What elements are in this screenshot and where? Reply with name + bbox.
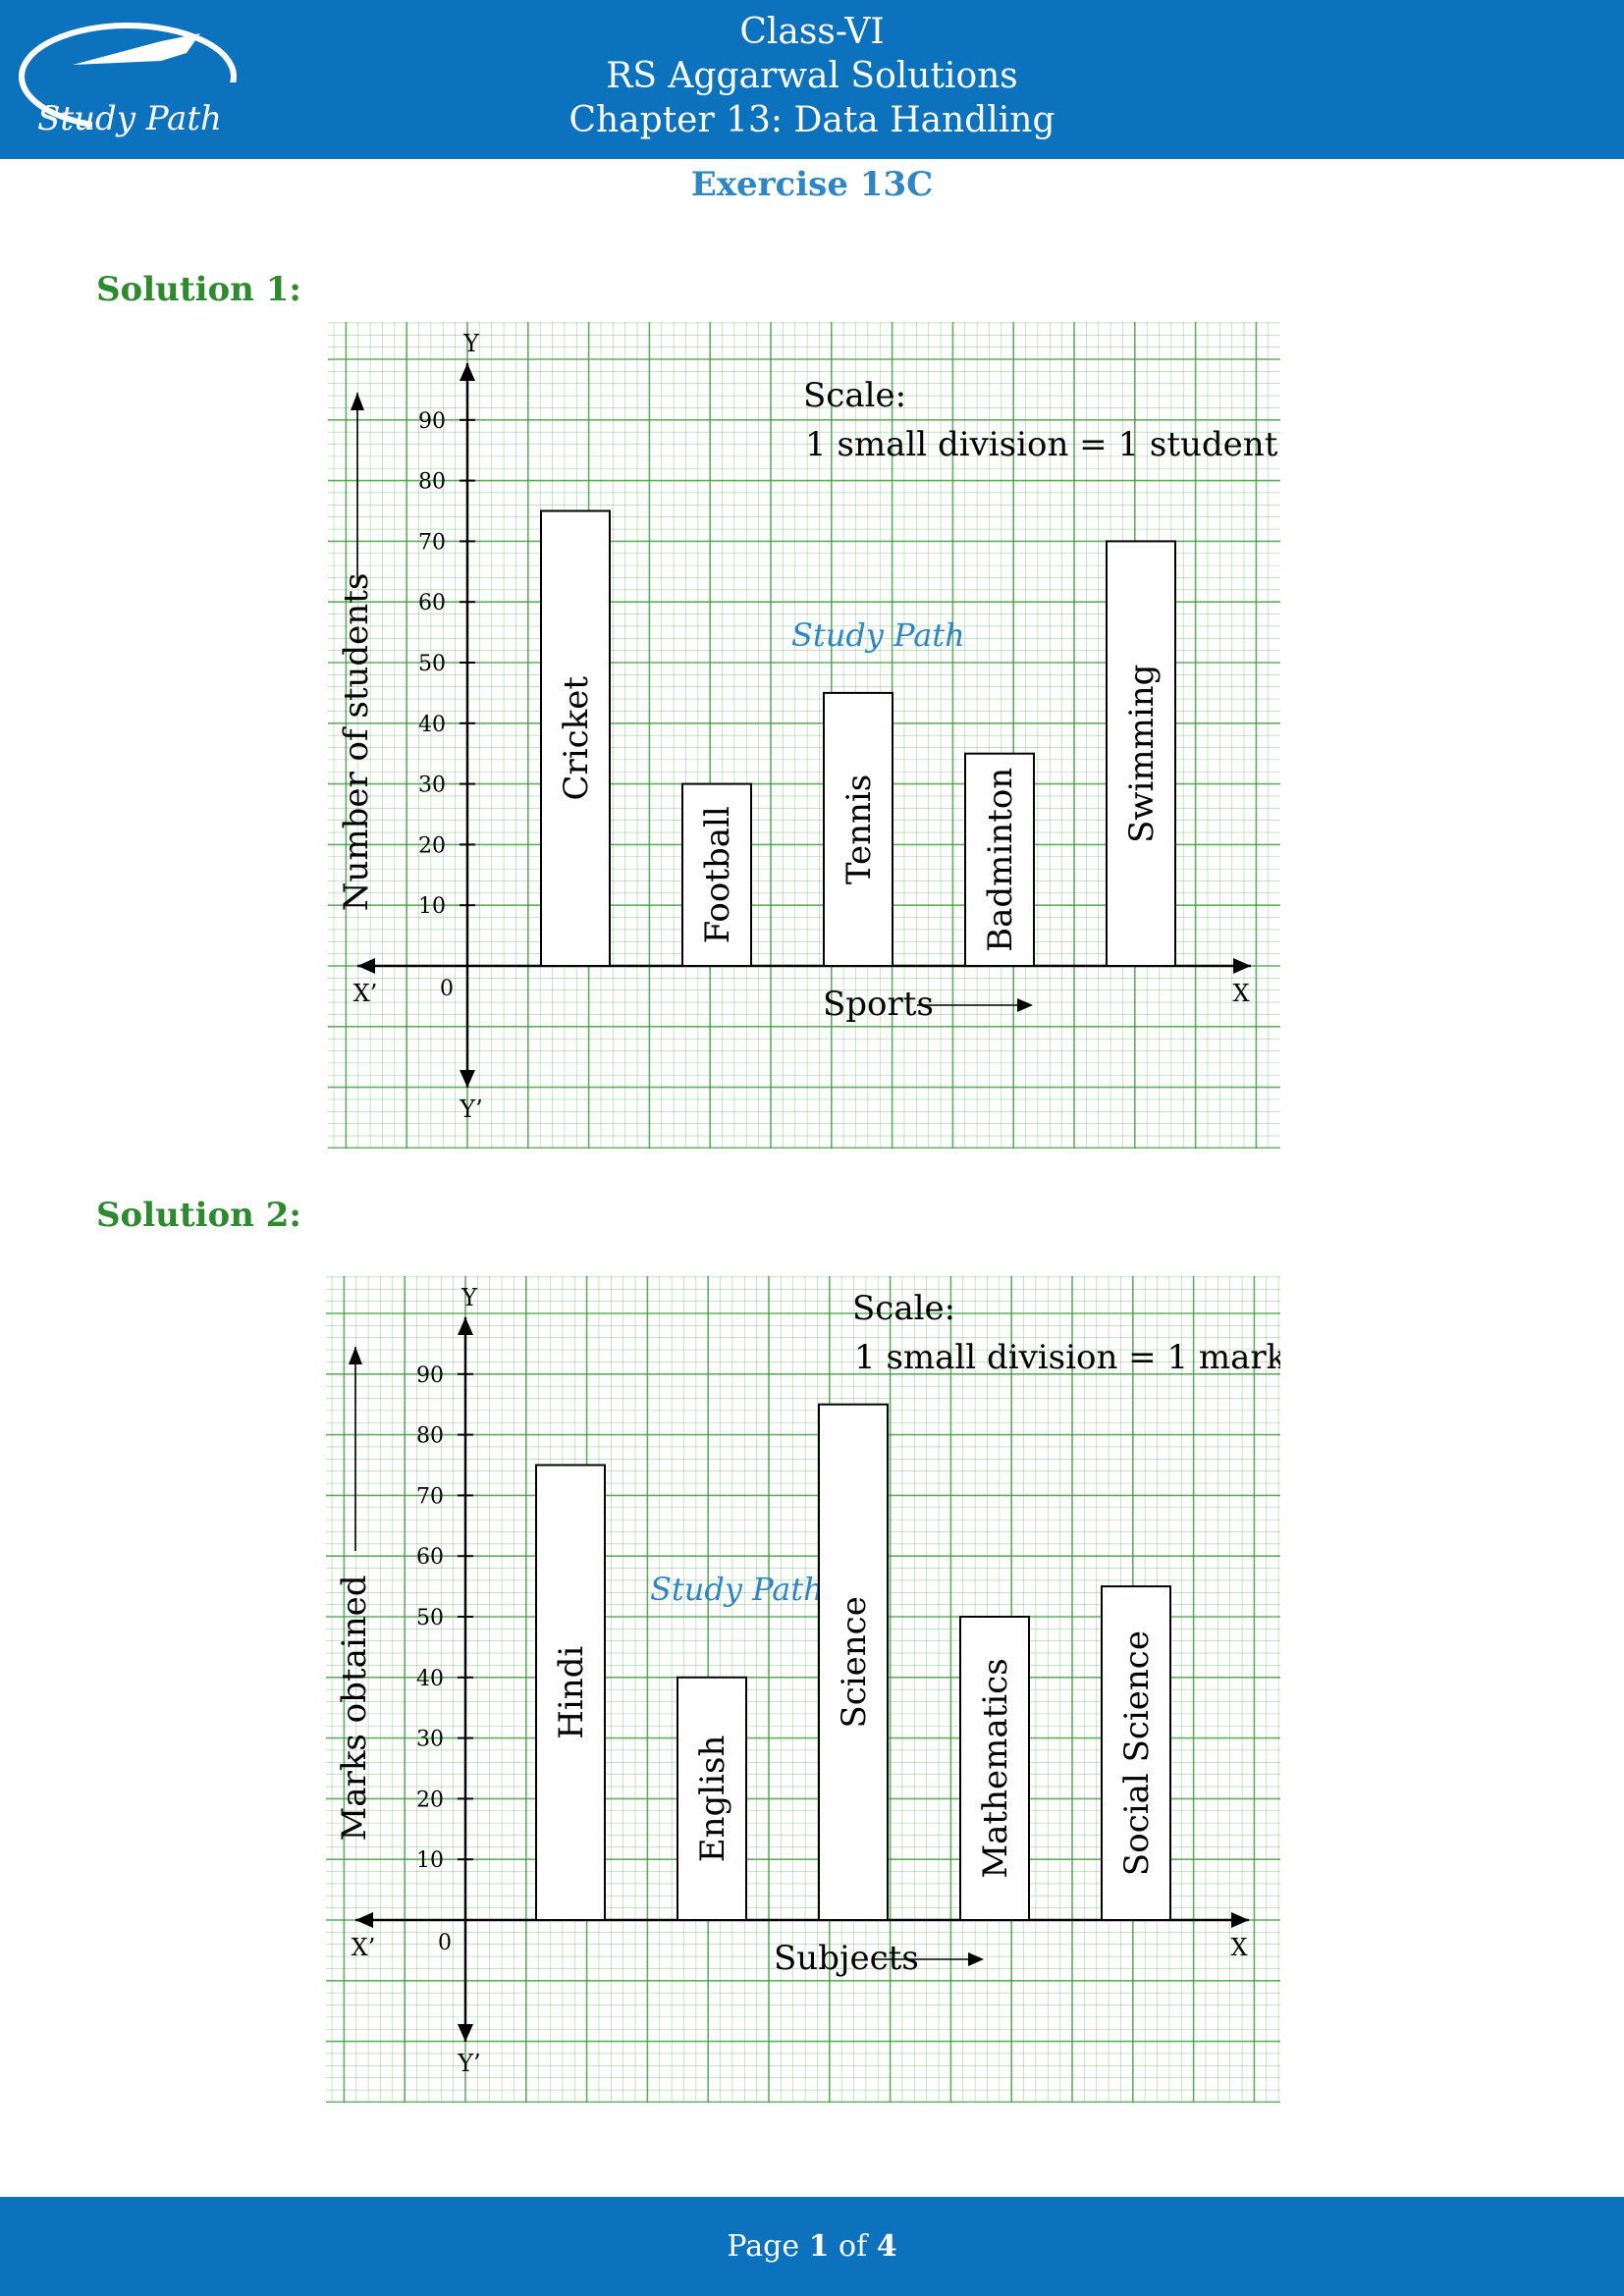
y-tick-label: 40 (416, 1667, 444, 1691)
y-tick-label: 30 (418, 774, 446, 798)
y-tick-label: 20 (416, 1788, 444, 1812)
y-arrow-icon (458, 1317, 473, 1335)
y-neg-axis-label: Y’ (459, 1095, 482, 1123)
y-tick-label: 50 (416, 1606, 444, 1630)
x-neg-axis-label: X’ (353, 980, 378, 1007)
bar (959, 1616, 1030, 1921)
scale-text: 1 small division = 1 student (805, 425, 1278, 464)
header-class: Class-VI (739, 12, 885, 52)
bar-label: Badminton (981, 768, 1020, 952)
bar (677, 1676, 747, 1921)
bar-label: Science (835, 1596, 874, 1728)
header-chapter: Chapter 13: Data Handling (568, 100, 1056, 140)
y-neg-arrow-icon (460, 1070, 475, 1088)
footer-total-pages: 4 (876, 2229, 897, 2264)
bar-label: English (693, 1735, 732, 1863)
y-title-arrow-icon (349, 1347, 362, 1364)
axes (355, 1317, 1249, 2042)
bar (1106, 540, 1176, 967)
y-tick-label: 90 (416, 1363, 444, 1388)
x-axis-label: X (1230, 1934, 1247, 1961)
x-title-arrow-icon (968, 1952, 984, 1966)
y-tick-label: 70 (416, 1484, 444, 1509)
y-axis-label: Y (462, 330, 480, 357)
bar (535, 1464, 606, 1921)
bar (964, 752, 1035, 968)
y-title: Marks obtained (335, 1575, 374, 1841)
solution-2-label: Solution 2: (96, 1196, 301, 1235)
svg-text:Study Path: Study Path (37, 99, 222, 138)
y-tick-label: 10 (418, 894, 446, 919)
scale-text: 1 small division = 1 mark (854, 1338, 1280, 1377)
y-tick-label: 60 (418, 591, 446, 615)
header-book: RS Aggarwal Solutions (606, 56, 1018, 96)
exercise-title: Exercise 13C (690, 165, 934, 204)
x-title: Subjects (774, 1939, 919, 1978)
y-tick-label: 30 (416, 1728, 444, 1752)
origin-label: 0 (440, 977, 454, 1001)
bar (823, 691, 893, 967)
footer-current-page: 1 (808, 2229, 830, 2264)
bar-label: Football (698, 806, 737, 943)
bar (818, 1403, 889, 1921)
y-neg-arrow-icon (458, 2024, 473, 2042)
bar-label: Hindi (552, 1646, 591, 1739)
footer-sep: of (829, 2229, 877, 2264)
study-path-logo: Study Path (19, 23, 240, 141)
page-footer: Page 1 of 4 (0, 2197, 1624, 2296)
x-arrow-icon (1231, 1912, 1249, 1928)
y-axis-label: Y (460, 1284, 478, 1311)
y-tick-label: 50 (418, 652, 446, 676)
y-tick-label: 40 (418, 713, 446, 737)
x-title: Sports (823, 985, 934, 1024)
x-neg-axis-label: X’ (352, 1934, 376, 1961)
bar (540, 509, 611, 967)
bar (681, 782, 752, 967)
origin-label: 0 (438, 1931, 452, 1955)
y-tick-label: 20 (418, 833, 446, 858)
y-tick-label: 70 (418, 530, 446, 555)
solution-1-label: Solution 1: (96, 270, 301, 309)
y-tick-label: 60 (416, 1545, 444, 1570)
bar-label: Social Science (1117, 1630, 1157, 1876)
bar (1101, 1585, 1171, 1921)
x-neg-arrow-icon (355, 1912, 373, 1928)
y-neg-axis-label: Y’ (457, 2050, 480, 2077)
x-axis-label: X (1232, 980, 1249, 1007)
y-tick-label: 80 (416, 1424, 444, 1449)
y-arrow-icon (460, 363, 475, 381)
bar-label: Cricket (557, 676, 596, 801)
scale-title: Scale: (852, 1289, 955, 1328)
watermark: Study Path (791, 616, 965, 654)
scale-title: Scale: (803, 376, 906, 415)
x-neg-arrow-icon (357, 958, 375, 974)
bar-chart-sports: Study Path Y Y’ X X’ 0 10 20 30 40 50 60 70 80 90 Crick… (328, 322, 1280, 1148)
watermark: Study Path (650, 1571, 824, 1608)
bar-label: Tennis (839, 774, 879, 884)
x-arrow-icon (1233, 958, 1251, 974)
y-title-arrow-icon (351, 393, 364, 410)
footer-prefix: Page (727, 2229, 809, 2264)
bar-label: Mathematics (976, 1658, 1015, 1878)
x-title-arrow-icon (1017, 998, 1033, 1012)
y-tick-label: 10 (416, 1848, 444, 1873)
y-tick-label: 90 (418, 409, 446, 434)
y-tick-label: 80 (418, 470, 446, 495)
bar-chart-marks: Study Path Y Y’ X X’ 0 10 20 30 40 50 60 70 80 90 Hindi… (326, 1276, 1280, 2103)
bar-label: Swimming (1122, 665, 1162, 843)
page-header: Study Path Class-VI RS Aggarwal Solution… (0, 0, 1624, 159)
y-title: Number of students (337, 573, 376, 912)
axes (357, 363, 1251, 1088)
